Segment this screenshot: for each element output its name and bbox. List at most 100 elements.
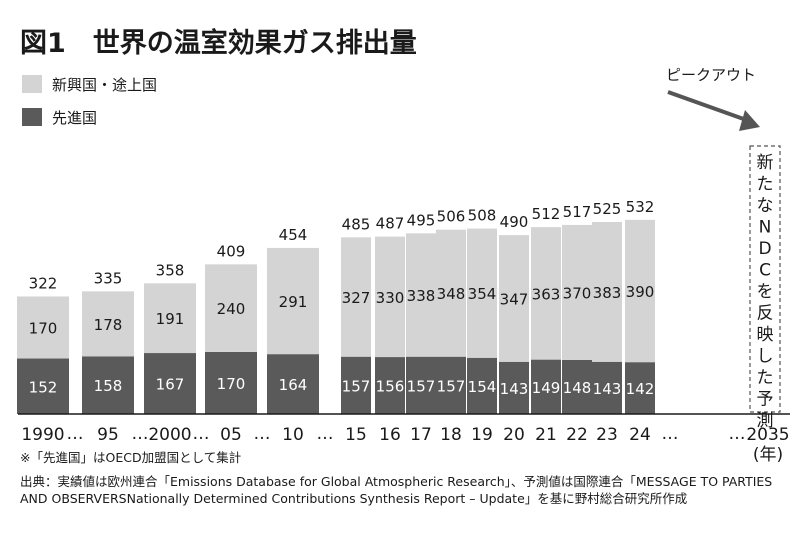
tick-1990: 1990 [21,425,64,445]
label-total-20: 490 [500,213,529,231]
label-total-23: 525 [593,200,622,218]
bar-developed-15 [341,356,371,414]
bar-emerging-18 [436,229,466,357]
label-developed-1990: 152 [29,378,58,396]
note-developed: ※「先進国」はOECD加盟国として集計 [20,450,241,465]
peak-out-arrow-head [739,110,760,131]
bar-emerging-23 [592,222,622,362]
label-total-10: 454 [279,226,308,244]
label-developed-2000: 167 [156,376,185,394]
label-emerging-17: 338 [407,287,436,305]
legend-label-emerging: 新興国・途上国 [52,76,157,94]
tick-22: 22 [566,425,588,445]
tick-ellipsis: … [193,424,210,444]
bar-developed-21 [531,359,561,414]
label-total-1990: 322 [29,274,58,292]
bar-emerging-24 [625,219,655,363]
future-projection-label: 新たな N D C を反映した予測 [757,153,774,431]
label-emerging-24: 390 [626,283,655,301]
label-emerging-23: 383 [593,284,622,302]
label-developed-18: 157 [437,377,466,395]
bar-developed-24 [625,362,655,414]
label-total-19: 508 [468,207,497,225]
bar-emerging-16 [375,236,405,358]
legend: 新興国・途上国 先進国 [22,75,157,127]
tick-unit-year: (年) [753,445,783,465]
label-emerging-1990: 170 [29,319,58,337]
tick-23: 23 [596,425,618,445]
label-developed-10: 164 [279,376,308,394]
bar-developed-20 [499,361,529,414]
tick-2000: 2000 [148,425,191,445]
label-emerging-20: 347 [500,290,529,308]
bar-emerging-20 [499,235,529,362]
label-emerging-21: 363 [532,285,561,303]
future-projection-box [749,145,781,413]
tick-10: 10 [282,425,304,445]
tick-20: 20 [503,425,525,445]
label-developed-15: 157 [342,377,371,395]
chart-title: 図1 世界の温室効果ガス排出量 [20,27,417,59]
label-emerging-22: 370 [563,284,592,302]
source-line-1: 出典：実績値は欧州連合「Emissions Database for Globa… [20,474,772,489]
labels-group: 152 170 322 158 178 335 167 191 358 170 240 409 164 2… [29,198,655,398]
tick-ellipsis: … [662,424,679,444]
tick-15: 15 [345,425,367,445]
tick-05: 05 [220,425,242,445]
tick-ellipsis: … [317,424,334,444]
label-developed-22: 148 [563,379,592,397]
bar-developed-22 [562,359,592,414]
source-line-2: AND OBSERVERSNationally Determined Contr… [20,491,687,506]
label-total-15: 485 [342,215,371,233]
label-total-21: 512 [532,205,561,223]
label-developed-95: 158 [94,377,123,395]
label-developed-20: 143 [500,380,529,398]
label-developed-05: 170 [217,375,246,393]
label-emerging-15: 327 [342,289,371,307]
x-axis-ticks: 1990 95 2000 05 10 15 16 17 18 19 20 21 22 23 24 … … … … … …… [21,424,789,465]
label-total-17: 495 [407,211,436,229]
tick-ellipsis: … [729,424,746,444]
legend-swatch-emerging [22,75,42,93]
tick-18: 18 [440,425,462,445]
bar-developed-95 [82,356,134,414]
label-developed-24: 142 [626,380,655,398]
label-developed-19: 154 [468,378,497,396]
label-emerging-18: 348 [437,285,466,303]
peak-out-label: ピークアウト [666,66,756,84]
label-total-18: 506 [437,208,466,226]
legend-swatch-developed [22,108,42,126]
bar-emerging-22 [562,224,592,360]
legend-label-developed: 先進国 [52,109,97,127]
tick-17: 17 [410,425,432,445]
tick-24: 24 [629,425,651,445]
label-total-24: 532 [626,198,655,216]
label-emerging-95: 178 [94,316,123,334]
label-emerging-19: 354 [468,285,497,303]
bar-developed-10 [267,354,319,414]
label-developed-21: 149 [532,379,561,397]
bar-emerging-1990 [17,296,69,359]
label-developed-17: 157 [407,377,436,395]
tick-19: 19 [471,425,493,445]
tick-16: 16 [379,425,401,445]
label-total-95: 335 [94,269,123,287]
bar-emerging-21 [531,227,561,360]
bar-developed-05 [205,351,257,414]
bar-developed-19 [467,357,497,414]
tick-ellipsis: … [254,424,271,444]
label-emerging-05: 240 [217,300,246,318]
bar-developed-2000 [144,353,196,414]
tick-21: 21 [535,425,557,445]
bars-group [17,219,655,414]
label-emerging-10: 291 [279,293,308,311]
bar-developed-17 [406,356,436,414]
tick-2035: 2035 [746,425,789,445]
tick-ellipsis: … [132,424,149,444]
bar-emerging-19 [467,228,497,358]
tick-95: 95 [97,425,119,445]
label-total-22: 517 [563,203,592,221]
label-total-05: 409 [217,242,246,260]
bar-emerging-17 [406,233,436,357]
